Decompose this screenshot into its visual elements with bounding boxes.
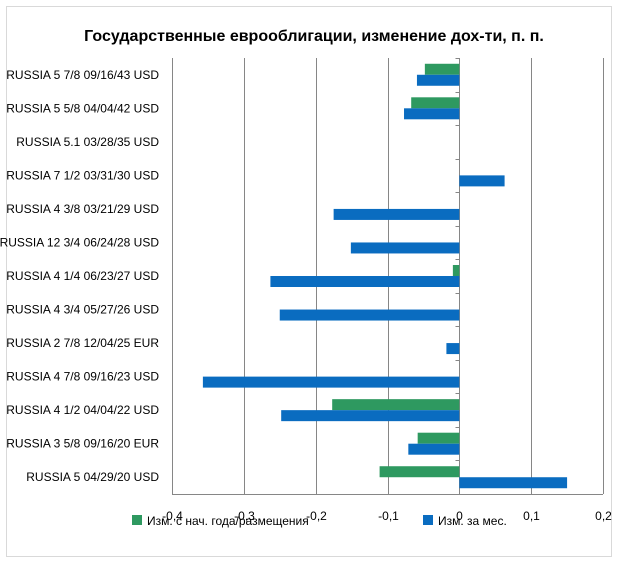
bar-ytd-change (332, 399, 460, 411)
bar-month-change (202, 376, 460, 388)
legend-label: Изм. с нач. года/размещения (147, 514, 309, 528)
category-label: RUSSIA 4 3/4 05/27/26 USD (6, 303, 159, 317)
bar-ytd-change (452, 265, 460, 276)
bars (202, 63, 568, 489)
legend-label: Изм. за мес. (438, 514, 507, 528)
bar-month-change (459, 477, 568, 489)
category-label: RUSSIA 5.1 03/28/35 USD (16, 135, 159, 149)
bar-month-change (416, 74, 460, 86)
chart-title: Государственные еврооблигации, изменение… (84, 28, 544, 45)
x-tick-label: -0,4 (162, 509, 183, 523)
category-label: RUSSIA 4 1/2 04/04/22 USD (6, 403, 159, 417)
bar-ytd-change (424, 63, 460, 75)
x-tick-label: 0,1 (523, 509, 540, 523)
axes: -0,4 -0,3 -0,2 -0,1 0 0,1 0,2 (162, 58, 612, 523)
x-tick-label: -0,1 (378, 509, 399, 523)
gridlines (172, 58, 604, 494)
bar-month-change (279, 309, 460, 321)
bar-month-change (270, 276, 460, 287)
bar-month-change (408, 443, 460, 455)
bar-ytd-change (411, 97, 460, 109)
category-label: RUSSIA 4 3/8 03/21/29 USD (6, 202, 159, 216)
bar-month-change (350, 242, 460, 254)
category-label: RUSSIA 4 1/4 06/23/27 USD (6, 269, 159, 283)
x-tick-label: -0,2 (306, 509, 327, 523)
bar-month-change (333, 208, 460, 220)
legend-swatch (132, 515, 142, 525)
x-tick-label: 0,2 (595, 509, 612, 523)
bar-month-change (281, 410, 460, 422)
category-labels: RUSSIA 5 7/8 09/16/43 USD RUSSIA 5 5/8 04… (0, 68, 159, 484)
category-label: RUSSIA 2 7/8 12/04/25 EUR (6, 336, 159, 350)
bar-ytd-change (379, 466, 460, 478)
category-label: RUSSIA 4 7/8 09/16/23 USD (6, 370, 159, 384)
category-label: RUSSIA 5 04/29/20 USD (26, 470, 159, 484)
bar-month-change (459, 175, 505, 187)
legend-swatch (423, 515, 433, 525)
legend: Изм. с нач. года/размещения Изм. за мес. (132, 514, 507, 528)
x-tick-label: -0,3 (234, 509, 255, 523)
x-tick-label: 0 (456, 509, 463, 523)
category-label: RUSSIA 3 5/8 09/16/20 EUR (6, 437, 159, 451)
category-label: RUSSIA 12 3/4 06/24/28 USD (0, 235, 159, 249)
category-label: RUSSIA 7 1/2 03/31/30 USD (6, 168, 159, 182)
bar-month-change (446, 343, 460, 355)
bar-month-change (404, 108, 460, 120)
bar-ytd-change (417, 432, 460, 444)
category-label: RUSSIA 5 7/8 09/16/43 USD (6, 68, 159, 82)
category-label: RUSSIA 5 5/8 04/04/42 USD (6, 101, 159, 115)
